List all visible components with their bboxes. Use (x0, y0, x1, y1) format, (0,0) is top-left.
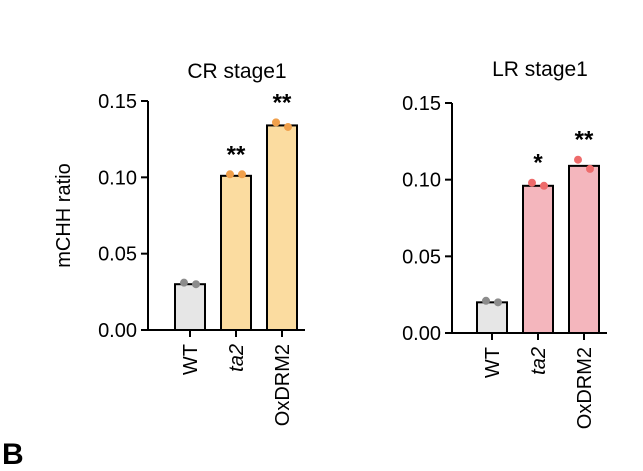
chart-svg: CR stage1 mCHH ratio 0.00 0.05 0.10 0.15 WT ** t… (53, 58, 607, 429)
x-tick-label: OxDRM2 (272, 344, 294, 426)
chart-title: LR stage1 (492, 58, 588, 81)
data-point (180, 278, 188, 287)
y-axis-label: mCHH ratio (53, 163, 75, 267)
bar (174, 283, 206, 332)
data-point (528, 178, 536, 187)
y-tick-label: 0.10 (402, 170, 441, 192)
bar (266, 124, 298, 331)
chart-panel-1: CR stage1 mCHH ratio 0.00 0.05 0.10 0.15 WT ** t… (53, 60, 305, 426)
bar (476, 301, 508, 335)
significance-mark: ** (575, 127, 594, 154)
data-point (482, 296, 490, 305)
significance-mark: ** (227, 141, 246, 168)
significance-mark: * (533, 150, 543, 177)
data-point (238, 170, 246, 179)
bar (522, 184, 554, 334)
y-tick-label: 0.00 (98, 320, 137, 342)
data-point (494, 298, 502, 307)
figure: CR stage1 mCHH ratio 0.00 0.05 0.10 0.15 WT ** t… (2, 58, 607, 470)
x-tick-label: WT (180, 344, 202, 375)
x-tick-label: ta2 (226, 344, 248, 372)
chart-panel-2: LR stage1 0.00 0.05 0.10 0.15 WT * ta2 ** OxDRM2 (402, 58, 607, 429)
data-point (586, 164, 594, 173)
data-point (284, 122, 292, 131)
x-tick-label: ta2 (528, 347, 550, 375)
y-tick-label: 0.15 (402, 93, 441, 115)
y-tick-label: 0.05 (402, 246, 441, 268)
y-tick-label: 0.00 (402, 323, 441, 345)
panel-letter: B (2, 438, 24, 471)
bar (220, 174, 252, 331)
x-tick-label: OxDRM2 (574, 347, 596, 429)
data-point (272, 118, 280, 127)
bar (568, 164, 600, 334)
data-point (574, 155, 582, 164)
y-tick-label: 0.15 (98, 91, 137, 113)
data-point (540, 181, 548, 190)
y-tick-label: 0.10 (98, 167, 137, 189)
data-point (192, 280, 200, 289)
y-tick-label: 0.05 (98, 244, 137, 266)
data-point (226, 170, 234, 179)
significance-mark: ** (273, 89, 292, 116)
x-tick-label: WT (482, 347, 504, 378)
chart-title: CR stage1 (187, 60, 286, 83)
